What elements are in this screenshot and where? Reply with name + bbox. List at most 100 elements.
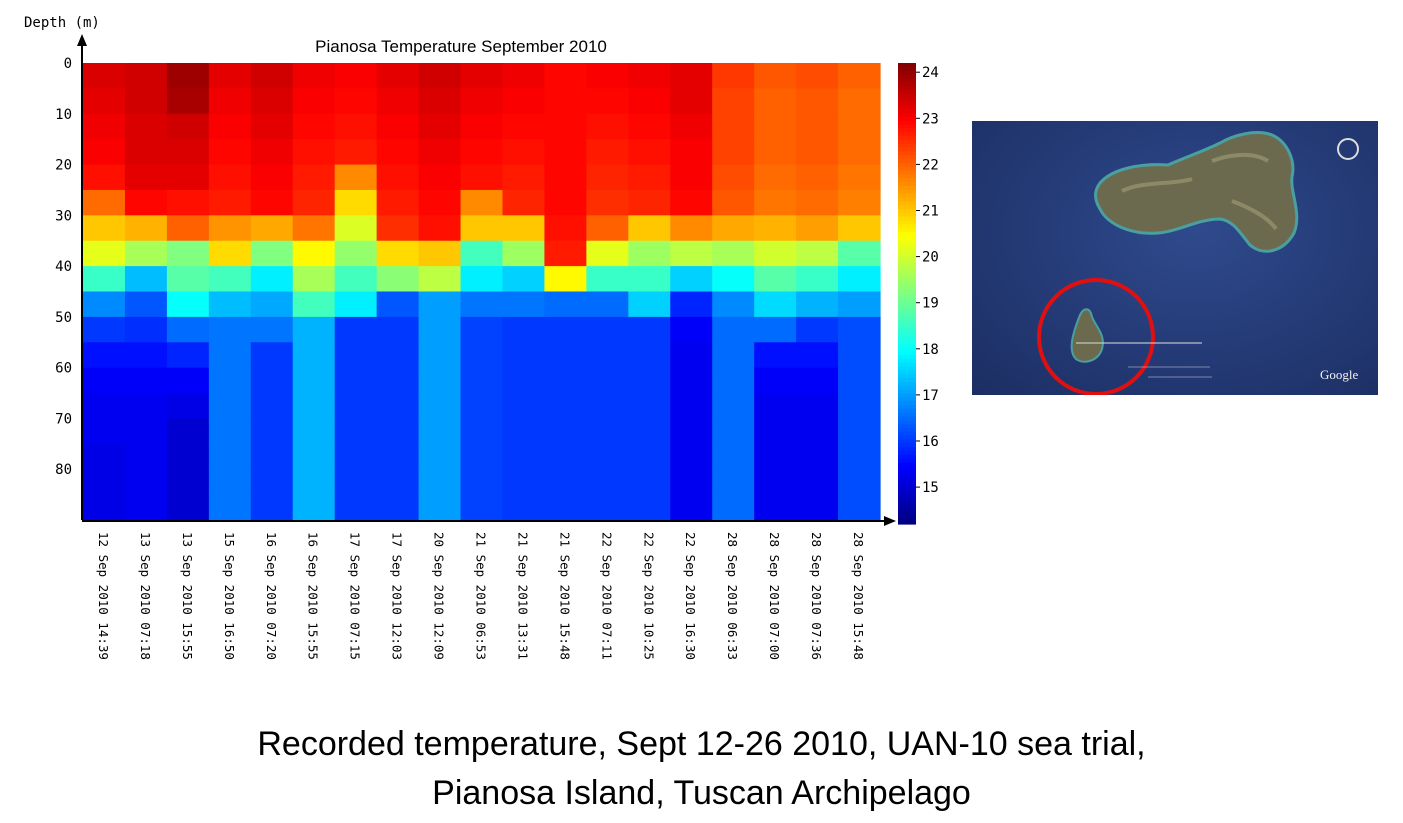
heatmap-cell [334,215,378,242]
heatmap-cell [670,88,713,115]
heatmap-cell [166,266,210,293]
colorbar-segment [898,189,916,195]
colorbar-segment [898,78,916,83]
colorbar-segment [898,147,916,152]
heatmap-cell [544,443,587,470]
heatmap-cell [586,139,629,166]
colorbar-segment [898,312,916,318]
colorbar-segment [898,89,916,95]
heatmap-cell [796,316,839,343]
heatmap-cell [376,189,420,216]
heatmap-cell [670,113,713,140]
heatmap-cell [544,393,587,420]
colorbar-segment [898,135,916,141]
heatmap-cell [586,342,629,369]
heatmap-cell [334,367,378,394]
heatmap-cell [796,418,839,445]
heatmap-cell [460,469,504,496]
heatmap-cell [670,469,713,496]
heatmap-cell [712,291,755,318]
heatmap-cell [544,63,587,89]
heatmap-cell [670,316,713,343]
heatmap-cell [544,418,587,445]
heatmap-cell [418,139,462,166]
heatmap-cell [796,113,839,140]
heatmap-cell [460,316,504,343]
x-tick-label: 28 Sep 2010 07:00 [767,532,782,660]
heatmap-cell [544,164,587,191]
colorbar-segment [898,297,916,302]
heatmap-cell [754,443,797,470]
heatmap-cell [83,139,126,166]
heatmap-cell [418,240,462,267]
heatmap-cell [628,393,671,420]
colorbar-segment [898,255,916,260]
colorbar-segment [898,128,916,133]
heatmap-cell [502,393,546,420]
heatmap-cell [502,139,546,166]
heatmap-cell [124,240,168,267]
heatmap-cell [460,367,504,394]
colorbar-segment [898,435,916,441]
heatmap-cell [544,113,587,140]
x-axis-tick-labels: 12 Sep 2010 14:39 13 Sep 2010 07:18 13 Sep… [96,532,866,660]
chart-title: Pianosa Temperature September 2010 [315,37,607,56]
colorbar-segment [898,201,916,206]
colorbar-segment [898,343,916,348]
heatmap-cell [586,393,629,420]
x-tick-label: 16 Sep 2010 15:55 [306,532,321,660]
heatmap-cell [754,266,797,293]
heatmap-cell [670,189,713,216]
colorbar-tick-label: 22 [922,157,939,173]
heatmap-cell [418,164,462,191]
colorbar-segment [898,216,916,222]
y-tick-label: 10 [55,107,72,123]
heatmap-cell [250,164,294,191]
colorbar-tick-label: 21 [922,204,939,220]
heatmap-cell [334,164,378,191]
heatmap-cell [292,240,336,267]
heatmap-cell [628,418,671,445]
heatmap-cell [83,418,126,445]
heatmap-cell [250,266,294,293]
heatmap-cell [418,189,462,216]
x-tick-label: 20 Sep 2010 12:09 [432,532,447,660]
colorbar-segment [898,451,916,456]
heatmap-cells [83,63,881,521]
pianosa-highlight-circle [1037,278,1155,395]
colorbar-segment [898,97,916,103]
colorbar-segment [898,270,916,275]
heatmap-cell [83,393,126,420]
heatmap-cell [502,88,546,115]
colorbar-segment [898,239,916,245]
heatmap-cell [292,393,336,420]
colorbar-segment [898,170,916,176]
colorbar-segment [898,82,916,87]
heatmap-cell [670,342,713,369]
colorbar-segment [898,458,916,464]
heatmap-cell [586,316,629,343]
colorbar-segment [898,504,916,510]
heatmap-cell [754,240,797,267]
heatmap-cell [586,494,629,521]
heatmap-cell [334,266,378,293]
colorbar-segment [898,232,916,237]
heatmap-cell [838,469,881,496]
colorbar-segment [898,477,916,483]
heatmap-cell [208,215,252,242]
colorbar-segment [898,354,916,360]
colorbar-segment [898,289,916,295]
heatmap-cell [544,367,587,394]
heatmap-cell [292,367,336,394]
heatmap-cell [124,291,168,318]
heatmap-cell [586,469,629,496]
heatmap-cell [376,494,420,521]
colorbar-segment [898,493,916,498]
colorbar-segment [898,132,916,137]
x-tick-label: 22 Sep 2010 10:25 [641,532,656,660]
heatmap-cell [292,494,336,521]
heatmap-cell [166,139,210,166]
heatmap-cell [796,291,839,318]
colorbar-segment [898,385,916,391]
heatmap-cell [754,88,797,115]
